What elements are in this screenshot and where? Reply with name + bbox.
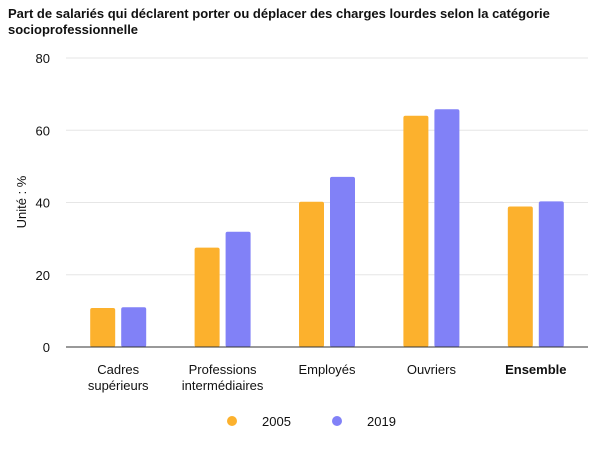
legend-label-2019: 2019 xyxy=(367,414,396,429)
y-axis-label: Unité : % xyxy=(14,175,29,228)
y-tick-label-60: 60 xyxy=(36,123,50,138)
y-axis-ticks: 0 20 40 60 80 xyxy=(36,51,50,355)
bar-2019-2 xyxy=(330,176,355,347)
bar-2019-0 xyxy=(121,307,147,347)
chart-title: Part de salariés qui déclarent porter ou… xyxy=(8,6,550,37)
x-category-label-3: Ouvriers xyxy=(407,362,457,377)
y-tick-label-80: 80 xyxy=(36,51,50,66)
legend: 2005 2019 xyxy=(227,414,396,429)
bar-2019-3 xyxy=(434,109,460,347)
x-category-label-2: Employés xyxy=(298,362,356,377)
bar-2005-3 xyxy=(403,115,429,347)
x-axis-categories: Cadres supérieurs Professions intermédiaire… xyxy=(88,362,567,393)
legend-label-2005: 2005 xyxy=(262,414,291,429)
bars xyxy=(90,109,564,347)
bar-2005-1 xyxy=(194,247,220,347)
y-tick-label-40: 40 xyxy=(36,196,50,211)
x-category-label-4: Ensemble xyxy=(505,362,566,377)
legend-marker-2005 xyxy=(227,416,237,426)
bar-2005-2 xyxy=(299,201,324,347)
y-tick-label-20: 20 xyxy=(36,268,50,283)
x-category-label-1: Professions intermédiaires xyxy=(182,362,264,393)
bar-2019-4 xyxy=(538,201,564,347)
gridlines xyxy=(66,57,588,276)
x-category-label-0: Cadres supérieurs xyxy=(88,362,149,393)
y-tick-label-0: 0 xyxy=(43,340,50,355)
bar-2019-1 xyxy=(225,231,251,347)
bar-2005-0 xyxy=(90,307,116,347)
bar-2005-4 xyxy=(507,206,533,347)
legend-marker-2019 xyxy=(332,416,342,426)
